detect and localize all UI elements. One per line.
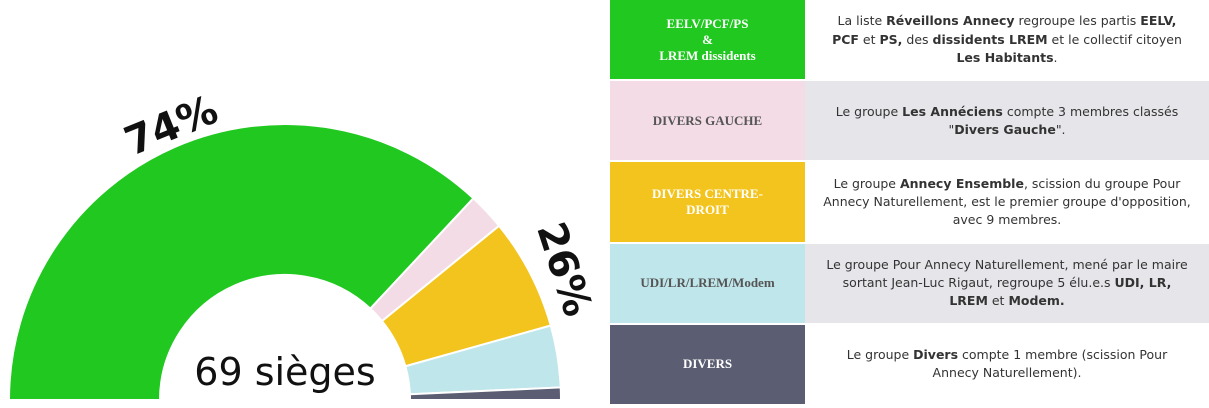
group-description: Le groupe Divers compte 1 membre (scissi… [805, 324, 1209, 405]
legend-table: EELV/PCF/PS & LREM dissidents La liste Ré… [610, 0, 1209, 407]
text-run: . [1053, 49, 1058, 65]
table-row: DIVERS CENTRE- DROIT Le groupe Annecy Ens… [610, 162, 1209, 244]
text-run: regroupe les partis [1014, 13, 1141, 29]
group-label: DIVERS GAUCHE [610, 81, 805, 161]
table-row: UDI/LR/LREM/Modem Le groupe Pour Annecy N… [610, 243, 1209, 325]
group-description: La liste Réveillons Annecy regroupe les … [805, 0, 1209, 80]
text-run: PS, [879, 31, 903, 47]
table-row: DIVERS GAUCHE Le groupe Les Annéciens com… [610, 81, 1209, 163]
text-run: Les Habitants [956, 49, 1054, 65]
group-label: DIVERS CENTRE- DROIT [610, 162, 805, 242]
group-label: UDI/LR/LREM/Modem [610, 243, 805, 323]
description-text: La liste Réveillons Annecy regroupe les … [823, 12, 1191, 66]
text-run: Divers Gauche [954, 121, 1056, 137]
text-run: Le groupe [833, 175, 900, 191]
group-label: DIVERS [610, 324, 805, 405]
group-description: Le groupe Annecy Ensemble, scission du g… [805, 162, 1209, 242]
slice [7, 123, 475, 401]
text-run: EELV, PCF [832, 13, 1177, 47]
group-description: Le groupe Pour Annecy Naturellement, men… [805, 243, 1209, 323]
description-text: Le groupe Pour Annecy Naturellement, men… [823, 256, 1191, 310]
text-run: ". [1055, 121, 1066, 137]
text-run: et [858, 31, 880, 47]
group-description: Le groupe Les Annéciens compte 3 membres… [805, 81, 1209, 161]
text-run: dissidents LREM [932, 31, 1048, 47]
group-label: EELV/PCF/PS & LREM dissidents [610, 0, 805, 80]
text-run: compte 3 membres classés " [948, 103, 1179, 137]
text-run: Réveillons Annecy [886, 13, 1015, 29]
text-run: Modem. [1008, 293, 1065, 309]
text-run: , scission du groupe Pour Annecy Naturel… [823, 175, 1191, 228]
table-row: DIVERS Le groupe Divers compte 1 membre (… [610, 324, 1209, 407]
table-row: EELV/PCF/PS & LREM dissidents La liste Ré… [610, 0, 1209, 82]
slice [408, 386, 563, 401]
text-run: Le groupe Pour Annecy Naturellement, men… [826, 257, 1188, 291]
description-text: Le groupe Les Annéciens compte 3 membres… [823, 103, 1191, 139]
text-run: Divers [913, 347, 959, 363]
text-run: UDI, LR, LREM [949, 275, 1172, 309]
description-text: Le groupe Divers compte 1 membre (scissi… [823, 346, 1191, 382]
text-run: Le groupe [846, 347, 914, 363]
text-run: compte 1 membre (scission Pour Annecy Na… [932, 347, 1168, 381]
text-run: et [987, 293, 1009, 309]
text-run: et le collectif citoyen [1047, 31, 1182, 47]
text-run: Annecy Ensemble [899, 175, 1024, 191]
text-run: des [902, 31, 933, 47]
text-run: La liste [837, 13, 887, 29]
text-run: Les Annéciens [902, 103, 1003, 119]
text-run: Le groupe [835, 103, 903, 119]
center-label: 69 sièges [194, 350, 375, 394]
description-text: Le groupe Annecy Ensemble, scission du g… [823, 175, 1191, 229]
